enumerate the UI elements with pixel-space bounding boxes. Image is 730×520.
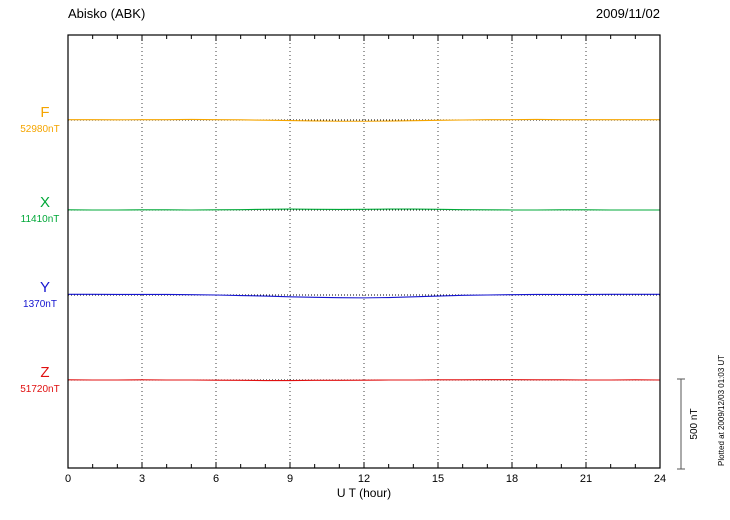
x-tick-label-12: 12: [358, 473, 370, 485]
component-baseline-F: 52980nT: [20, 124, 59, 135]
component-baseline-Y: 1370nT: [23, 299, 57, 310]
component-baseline-Z: 51720nT: [20, 384, 59, 395]
trace-X: [67, 208, 660, 211]
plotted-at-label: Plotted at 2009/12/03 01:03 UT: [717, 355, 726, 466]
plot-frame: [67, 34, 661, 469]
x-tick-label-21: 21: [580, 473, 592, 485]
x-tick-label-24: 24: [654, 473, 666, 485]
trace-Y: [68, 293, 660, 299]
station-title: Abisko (ABK): [68, 6, 145, 21]
x-tick-label-18: 18: [506, 473, 518, 485]
x-tick-label-6: 6: [213, 473, 219, 485]
x-tick-label-3: 3: [139, 473, 145, 485]
component-letter-F: F: [40, 104, 49, 121]
x-tick-label-15: 15: [432, 473, 444, 485]
date-label: 2009/11/02: [596, 6, 660, 21]
scalebar-label: 500 nT: [689, 408, 700, 439]
component-letter-Y: Y: [40, 279, 50, 296]
x-axis-label: U T (hour): [337, 486, 391, 500]
component-baseline-X: 11410nT: [21, 214, 60, 225]
plot-layer: 0 3 6 9 12 15 18 21 24 F 52980nT X 11410nT Y 1370nT Z 51…: [20, 34, 685, 485]
x-tick-label-9: 9: [287, 473, 293, 485]
component-letter-X: X: [40, 194, 50, 211]
component-letter-Z: Z: [40, 364, 49, 381]
trace-F: [68, 118, 660, 122]
x-tick-label-0: 0: [65, 473, 71, 485]
trace-Z: [67, 379, 661, 382]
